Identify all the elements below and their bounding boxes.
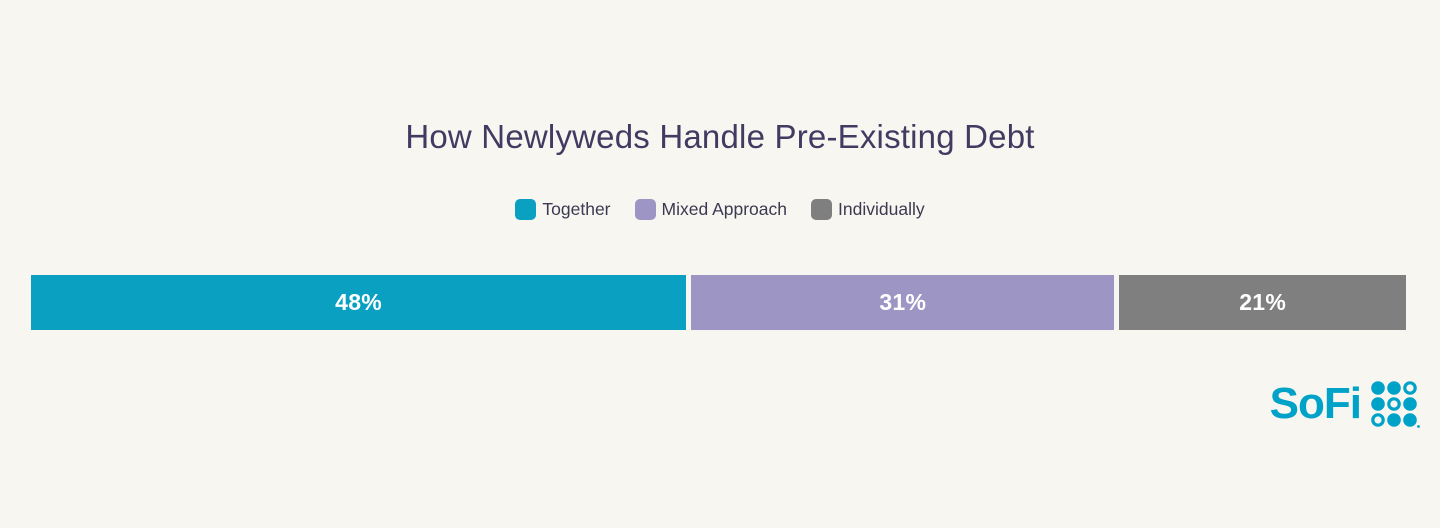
chart-title: How Newlyweds Handle Pre-Existing Debt xyxy=(405,118,1035,155)
legend-swatch-mixed-approach xyxy=(634,199,656,220)
legend-label: Together xyxy=(542,199,611,219)
sofi-logo: SoFi xyxy=(1270,380,1420,428)
bar-segment-value: 48% xyxy=(335,289,383,315)
bar-segment-mixed-approach: 31% xyxy=(691,275,1115,330)
legend-item-individually: Individually xyxy=(811,199,925,220)
legend-item-together: Together xyxy=(515,199,611,220)
registered-mark-dot xyxy=(1417,425,1420,428)
bar-segment-value: 31% xyxy=(879,289,927,315)
legend-item-mixed-approach: Mixed Approach xyxy=(634,199,788,220)
legend-swatch-together xyxy=(515,199,537,220)
sofi-dots-icon xyxy=(1371,381,1420,428)
legend: Together Mixed Approach Individually xyxy=(0,199,1440,220)
legend-label: Mixed Approach xyxy=(661,199,788,219)
sofi-logo-text: SoFi xyxy=(1269,379,1362,428)
bar-segment-together: 48% xyxy=(31,275,687,330)
stacked-bar: 48% 31% 21% xyxy=(31,275,1407,330)
bar-segment-individually: 21% xyxy=(1119,275,1407,330)
bar-segment-value: 21% xyxy=(1239,289,1287,315)
legend-swatch-individually xyxy=(811,199,833,220)
legend-label: Individually xyxy=(838,199,925,219)
